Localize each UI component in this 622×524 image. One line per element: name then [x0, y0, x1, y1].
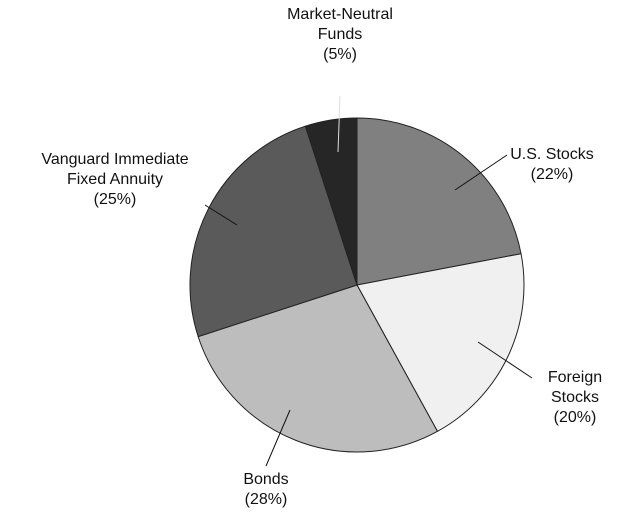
slice-label: Bonds (28%)	[226, 470, 306, 510]
slice-label: Vanguard Immediate Fixed Annuity (25%)	[35, 150, 195, 210]
wedge	[304, 117, 358, 286]
value-label: (22%)	[530, 166, 574, 183]
value-label: (28%)	[244, 491, 288, 508]
category-label: Foreign Stocks	[547, 369, 603, 406]
leader-line	[454, 154, 508, 191]
leader-line	[337, 95, 341, 153]
leader-line	[265, 409, 291, 467]
wedge	[197, 284, 439, 453]
slice-label: Foreign Stocks (20%)	[540, 368, 610, 428]
value-label: (20%)	[553, 409, 597, 426]
value-label: (25%)	[93, 191, 137, 208]
slice-label: Market-Neutral Funds (5%)	[280, 5, 400, 65]
wedge	[189, 125, 358, 338]
wedge	[356, 117, 522, 286]
category-label: U.S. Stocks	[510, 146, 594, 163]
category-label: Bonds	[243, 471, 289, 488]
wedge	[356, 253, 525, 433]
leader-line	[477, 341, 533, 379]
pie	[189, 117, 525, 453]
value-label: (5%)	[323, 46, 357, 63]
category-label: Vanguard Immediate Fixed Annuity	[41, 151, 189, 188]
category-label: Market-Neutral Funds	[287, 6, 393, 43]
slice-label: U.S. Stocks (22%)	[492, 145, 612, 185]
leader-line	[204, 204, 238, 226]
leader-lines	[204, 95, 533, 467]
